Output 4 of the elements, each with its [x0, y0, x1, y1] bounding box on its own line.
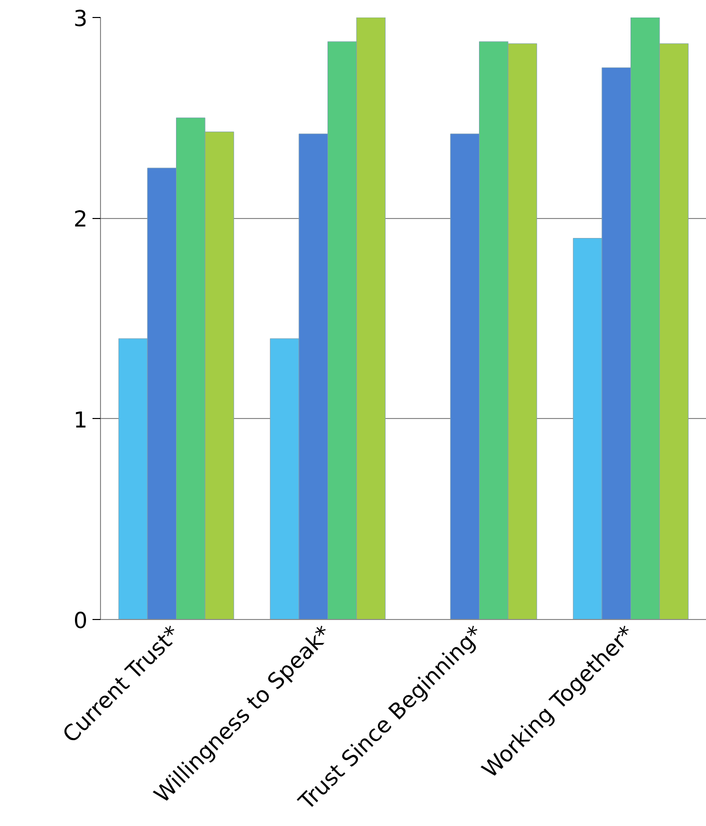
- y-tick-label: 0: [74, 609, 88, 634]
- y-tick-label: 1: [74, 408, 88, 434]
- y-tick-label: 3: [74, 7, 88, 32]
- y-tick-label: 2: [74, 208, 88, 233]
